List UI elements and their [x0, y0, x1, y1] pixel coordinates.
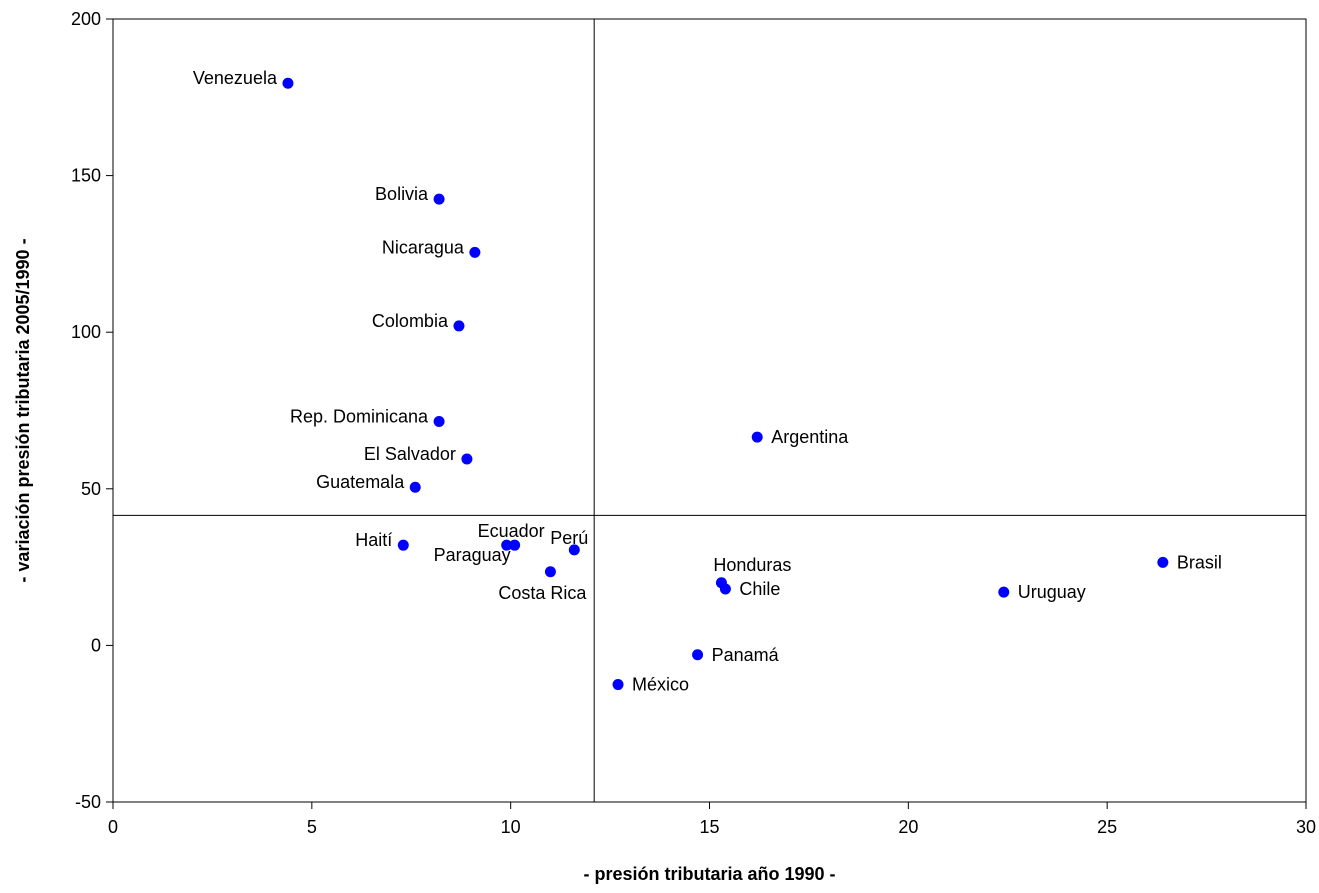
x-tick-label: 20: [898, 817, 918, 837]
point-label: Ecuador: [478, 521, 545, 541]
data-point: [719, 583, 731, 595]
data-point: [433, 415, 445, 427]
point-label: Guatemala: [316, 472, 405, 492]
x-tick-label: 0: [108, 817, 118, 837]
data-point: [453, 320, 465, 332]
data-point: [433, 193, 445, 205]
point-label: Rep. Dominicana: [290, 406, 429, 426]
data-point: [409, 481, 421, 493]
y-tick-label: 100: [71, 322, 101, 342]
point-label: Honduras: [713, 555, 791, 575]
point-label: Panamá: [712, 645, 780, 665]
x-tick-label: 5: [307, 817, 317, 837]
point-label: El Salvador: [364, 444, 456, 464]
point-label: Paraguay: [434, 545, 511, 565]
x-tick-label: 10: [501, 817, 521, 837]
y-tick-label: -50: [75, 792, 101, 812]
data-point: [461, 453, 473, 465]
data-point: [1157, 556, 1169, 568]
point-label: Venezuela: [193, 68, 278, 88]
reference-lines: [113, 19, 1306, 802]
axes: 0 5 10 15 20 25 30 -50 0 50 100 150 200: [71, 9, 1316, 837]
data-points: Venezuela Bolivia Nicaragua Colombia Rep. Do…: [193, 68, 1222, 694]
x-tick-label: 25: [1097, 817, 1117, 837]
point-label: Bolivia: [375, 184, 429, 204]
data-point: [397, 539, 409, 551]
y-tick-label: 0: [91, 635, 101, 655]
y-tick-label: 50: [81, 479, 101, 499]
data-point: [692, 649, 704, 661]
data-point: [998, 586, 1010, 598]
data-point: [568, 544, 580, 556]
data-point: [509, 539, 521, 551]
x-axis-title: - presión tributaria año 1990 -: [583, 864, 835, 884]
point-label: Perú: [550, 528, 588, 548]
point-label: Uruguay: [1018, 582, 1086, 602]
x-tick-label: 30: [1296, 817, 1316, 837]
point-label: Chile: [739, 579, 780, 599]
y-tick-label: 200: [71, 9, 101, 29]
point-label: Costa Rica: [498, 583, 587, 603]
data-point: [501, 539, 513, 551]
point-label: Haití: [355, 530, 392, 550]
point-label: Colombia: [372, 311, 449, 331]
data-point: [544, 566, 556, 578]
x-tick-label: 15: [699, 817, 719, 837]
data-point: [751, 431, 763, 443]
data-point: [282, 77, 294, 89]
point-label: México: [632, 675, 689, 695]
data-point: [469, 246, 481, 258]
y-axis-title: - variación presión tributaria 2005/1990…: [13, 238, 33, 582]
point-label: Nicaragua: [382, 237, 465, 257]
point-label: Argentina: [771, 427, 849, 447]
y-tick-label: 150: [71, 166, 101, 186]
data-point: [612, 679, 624, 691]
point-label: Brasil: [1177, 552, 1222, 572]
